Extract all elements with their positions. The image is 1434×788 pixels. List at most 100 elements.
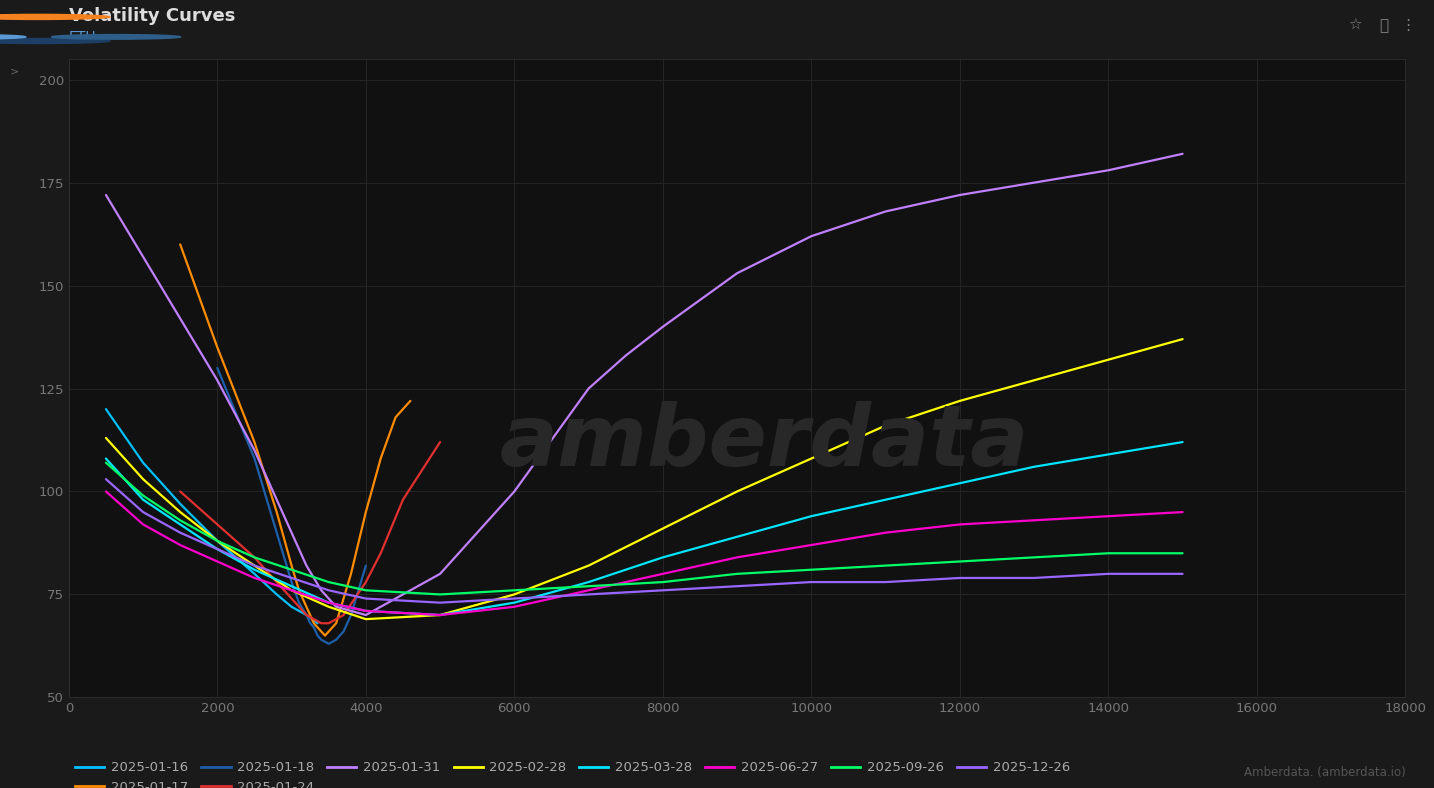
Line: 2025-01-17: 2025-01-17 bbox=[181, 244, 410, 636]
2025-12-26 bbox=[579, 589, 597, 599]
2025-01-31 bbox=[1025, 178, 1043, 188]
2025-01-17 bbox=[298, 602, 315, 611]
2025-02-28 bbox=[135, 474, 152, 484]
2025-06-27 bbox=[245, 573, 262, 582]
Line: 2025-12-26: 2025-12-26 bbox=[106, 479, 1183, 603]
2025-09-26 bbox=[728, 569, 746, 578]
2025-01-17 bbox=[402, 396, 419, 406]
2025-02-28 bbox=[654, 524, 671, 533]
2025-01-18 bbox=[320, 639, 337, 649]
Line: 2025-01-16: 2025-01-16 bbox=[106, 409, 317, 623]
2025-01-18 bbox=[301, 619, 318, 628]
2025-12-26 bbox=[1174, 569, 1192, 578]
2025-01-31 bbox=[951, 190, 968, 199]
Text: Volatility Curves: Volatility Curves bbox=[69, 7, 235, 25]
2025-03-28 bbox=[432, 610, 449, 619]
2025-01-18 bbox=[327, 635, 344, 645]
Text: ETH: ETH bbox=[69, 30, 96, 44]
2025-03-28 bbox=[579, 578, 597, 587]
2025-06-27 bbox=[357, 606, 374, 615]
Text: Amberdata. (amberdata.io): Amberdata. (amberdata.io) bbox=[1243, 766, 1405, 779]
2025-01-31 bbox=[245, 445, 262, 455]
2025-02-28 bbox=[1025, 376, 1043, 385]
2025-02-28 bbox=[357, 615, 374, 624]
2025-02-28 bbox=[728, 487, 746, 496]
2025-01-31 bbox=[1100, 165, 1117, 175]
2025-12-26 bbox=[282, 573, 300, 582]
2025-03-28 bbox=[135, 495, 152, 504]
2025-06-27 bbox=[282, 585, 300, 595]
2025-01-24 bbox=[432, 437, 449, 447]
2025-01-24 bbox=[336, 610, 353, 619]
Line: 2025-03-28: 2025-03-28 bbox=[106, 442, 1183, 615]
2025-01-31 bbox=[172, 314, 189, 323]
2025-03-28 bbox=[98, 454, 115, 463]
2025-03-28 bbox=[209, 545, 227, 554]
Text: ⓘ: ⓘ bbox=[1380, 18, 1388, 33]
2025-01-18 bbox=[268, 528, 285, 537]
2025-01-17 bbox=[268, 507, 285, 517]
2025-01-17 bbox=[387, 413, 404, 422]
2025-01-16 bbox=[245, 569, 262, 578]
2025-09-26 bbox=[357, 585, 374, 595]
2025-01-31 bbox=[327, 602, 344, 611]
2025-01-18 bbox=[245, 454, 262, 463]
2025-06-27 bbox=[654, 569, 671, 578]
2025-09-26 bbox=[1025, 552, 1043, 562]
Line: 2025-01-24: 2025-01-24 bbox=[181, 442, 440, 623]
2025-03-28 bbox=[1100, 450, 1117, 459]
2025-02-28 bbox=[1174, 334, 1192, 344]
2025-06-27 bbox=[135, 520, 152, 530]
2025-03-28 bbox=[282, 582, 300, 591]
2025-06-27 bbox=[172, 541, 189, 550]
2025-01-18 bbox=[282, 578, 300, 587]
2025-01-24 bbox=[320, 619, 337, 628]
2025-01-31 bbox=[617, 351, 634, 360]
2025-09-26 bbox=[654, 578, 671, 587]
2025-03-28 bbox=[803, 511, 820, 521]
2025-09-26 bbox=[506, 585, 523, 595]
2025-12-26 bbox=[728, 582, 746, 591]
2025-01-24 bbox=[357, 578, 374, 587]
Circle shape bbox=[0, 35, 26, 39]
2025-12-26 bbox=[172, 528, 189, 537]
2025-01-18 bbox=[291, 598, 308, 608]
2025-01-17 bbox=[245, 437, 262, 447]
Circle shape bbox=[0, 14, 109, 20]
2025-06-27 bbox=[878, 528, 895, 537]
2025-06-27 bbox=[803, 541, 820, 550]
2025-01-24 bbox=[394, 495, 412, 504]
2025-01-16 bbox=[298, 610, 315, 619]
Legend: 2025-01-16, 2025-01-17, 2025-01-18, 2025-01-24, 2025-01-31, 2025-02-28, 2025-03-: 2025-01-16, 2025-01-17, 2025-01-18, 2025… bbox=[76, 761, 1070, 788]
2025-02-28 bbox=[209, 536, 227, 545]
2025-09-26 bbox=[282, 565, 300, 574]
2025-01-31 bbox=[432, 569, 449, 578]
2025-06-27 bbox=[320, 598, 337, 608]
2025-09-26 bbox=[209, 536, 227, 545]
2025-01-16 bbox=[308, 619, 326, 628]
2025-01-18 bbox=[308, 631, 326, 641]
2025-01-16 bbox=[172, 499, 189, 508]
2025-01-31 bbox=[282, 528, 300, 537]
2025-01-16 bbox=[268, 589, 285, 599]
2025-01-17 bbox=[327, 619, 344, 628]
Text: >: > bbox=[10, 67, 20, 77]
2025-01-31 bbox=[506, 487, 523, 496]
2025-06-27 bbox=[1100, 511, 1117, 521]
2025-02-28 bbox=[1100, 355, 1117, 364]
2025-06-27 bbox=[951, 520, 968, 530]
2025-01-24 bbox=[305, 615, 323, 624]
2025-03-28 bbox=[1174, 437, 1192, 447]
2025-01-31 bbox=[1174, 149, 1192, 158]
Text: ⋮: ⋮ bbox=[1401, 18, 1415, 33]
2025-09-26 bbox=[172, 515, 189, 525]
2025-01-17 bbox=[357, 507, 374, 517]
Line: 2025-06-27: 2025-06-27 bbox=[106, 492, 1183, 615]
2025-09-26 bbox=[1174, 548, 1192, 558]
2025-01-18 bbox=[313, 635, 330, 645]
2025-12-26 bbox=[98, 474, 115, 484]
2025-02-28 bbox=[432, 610, 449, 619]
2025-12-26 bbox=[357, 594, 374, 604]
2025-09-26 bbox=[245, 552, 262, 562]
2025-01-31 bbox=[98, 190, 115, 199]
